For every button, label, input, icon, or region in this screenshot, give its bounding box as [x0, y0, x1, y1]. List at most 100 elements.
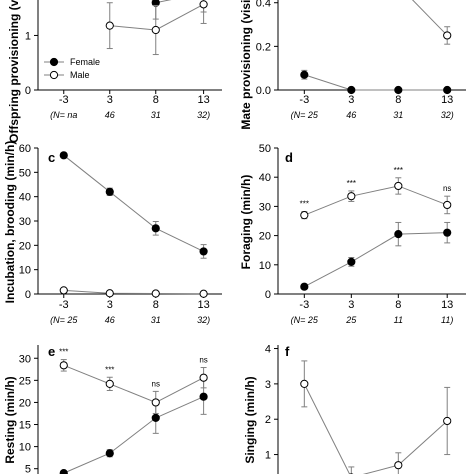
significance-d: *** [347, 179, 356, 188]
xtick-label-d: 13 [441, 299, 453, 311]
panel-f: Singing (min/h) f [243, 344, 290, 464]
point-f-male [394, 461, 403, 470]
plot-c: 0 10 20 30 40 50 60 -3 (N= 25 3 46 8 31 13 32) [19, 143, 222, 325]
point-c-male [151, 289, 160, 298]
xtick-label-c: 3 [107, 299, 113, 311]
plot-f: 1 2 3 4 [265, 344, 452, 474]
n-label-d: (N= 25 [291, 315, 319, 325]
significance-e: ns [152, 379, 160, 388]
ytick-label-c: 10 [19, 265, 31, 277]
ytick-label-f: 4 [265, 344, 271, 356]
n-label-d: 11 [394, 315, 403, 325]
point-e-male [151, 398, 160, 407]
point-d-male [300, 211, 309, 220]
point-e-female [199, 392, 208, 401]
significance-e: ns [199, 356, 207, 365]
ytick-label-e: 25 [19, 375, 31, 387]
significance-d: *** [394, 166, 403, 175]
panel-d: Foraging (min/h) d [239, 150, 293, 269]
point-d-male [443, 200, 452, 210]
n-label-a: (N= na [50, 110, 77, 120]
panel-c: Incubation, brooding (min/h) c [3, 141, 55, 304]
xtick-label-b: 8 [395, 94, 401, 106]
xtick-label-d: -3 [299, 299, 309, 311]
plot-a: 0 1 -3 (N= na 3 46 8 31 13 32) [25, 0, 222, 120]
ytick-label-d: 50 [259, 143, 271, 155]
ylabel-e: Resting (min/h) [3, 376, 17, 463]
xtick-label-c: 13 [197, 299, 209, 311]
point-e-male [199, 373, 208, 382]
series-line-f-male [303, 383, 448, 474]
n-label-b: 46 [346, 110, 356, 120]
ytick-label-e: 5 [25, 464, 31, 474]
ylabel-d: Foraging (min/h) [239, 175, 253, 270]
series-line-c-male [63, 289, 204, 295]
ylabel-c: Incubation, brooding (min/h) [3, 141, 17, 304]
xtick-label-b: 13 [441, 94, 453, 106]
panel-label-f: f [285, 344, 290, 359]
point-e-female [59, 469, 68, 474]
plot-b: 0.0 0.2 0.4 -3 (N= 25 3 46 8 31 13 32) [256, 0, 466, 120]
point-c-male [105, 289, 114, 298]
point-d-male [394, 181, 403, 191]
panel-label-c: c [48, 150, 55, 165]
legend: Female Male [44, 57, 100, 80]
n-label-c: (N= 25 [50, 315, 78, 325]
n-label-b: (N= 25 [291, 110, 319, 120]
point-c-female [199, 247, 208, 256]
xtick-label-b: 3 [348, 94, 354, 106]
legend-female-label: Female [70, 57, 100, 67]
xtick-label-d: 3 [348, 299, 354, 311]
ytick-label-c: 40 [19, 192, 31, 204]
n-label-a: 31 [151, 110, 161, 120]
panel-a: Offspring provisioning (visits/h) [7, 0, 21, 143]
ytick-label-c: 50 [19, 167, 31, 179]
point-c-male [59, 286, 68, 295]
legend-male-marker [49, 70, 59, 80]
plot-d: 0 10 20 30 40 50 -3 (N= 25 3 25 8 11 13 11) *** *** *** n… [259, 143, 466, 325]
panel-label-e: e [48, 344, 55, 359]
ytick-label-e: 30 [19, 353, 31, 365]
xtick-label-a: -3 [59, 94, 69, 106]
xtick-label-c: -3 [59, 299, 69, 311]
point-e-male [105, 379, 114, 388]
point-b-female [347, 85, 356, 95]
significance-e: *** [59, 348, 68, 357]
ytick-label-c: 30 [19, 216, 31, 228]
ytick-label-b: 0.2 [256, 41, 271, 53]
n-label-c: 46 [105, 315, 115, 325]
xtick-label-a: 8 [153, 94, 159, 106]
series-line-d-male [304, 185, 448, 216]
legend-male-label: Male [70, 70, 90, 80]
xtick-label-b: -3 [299, 94, 309, 106]
point-d-female [300, 282, 309, 291]
point-b-female [394, 85, 403, 95]
panel-label-d: d [285, 150, 293, 165]
point-e-male [59, 361, 68, 370]
significance-d: ns [443, 184, 451, 193]
ytick-label-f: 3 [265, 379, 271, 391]
point-c-male [199, 289, 208, 298]
series-line-b-male [411, 0, 448, 36]
ytick-label-e: 15 [19, 420, 31, 432]
ytick-label-d: 30 [259, 201, 271, 213]
point-f-male [300, 379, 309, 388]
point-e-female [151, 413, 160, 422]
n-label-b: 31 [393, 110, 403, 120]
point-b-female [300, 70, 309, 79]
ytick-label-e: 20 [19, 397, 31, 409]
point-d-female [443, 228, 452, 237]
panel-b: Mate provisioning (visits/h) [239, 0, 253, 130]
series-line-c-female [63, 154, 204, 252]
ytick-label-b: 0.0 [256, 85, 271, 97]
n-label-c: 32) [197, 315, 210, 325]
significance-d: *** [300, 200, 309, 209]
plot-e: 5 10 15 20 25 30 *** *** ns ns [19, 345, 208, 474]
series-line-e-female [63, 396, 204, 474]
point-d-female [394, 230, 403, 239]
point-d-male [347, 192, 356, 201]
ytick-label-c: 60 [19, 143, 31, 155]
n-label-d: 25 [345, 315, 357, 325]
significance-e: *** [105, 365, 114, 374]
